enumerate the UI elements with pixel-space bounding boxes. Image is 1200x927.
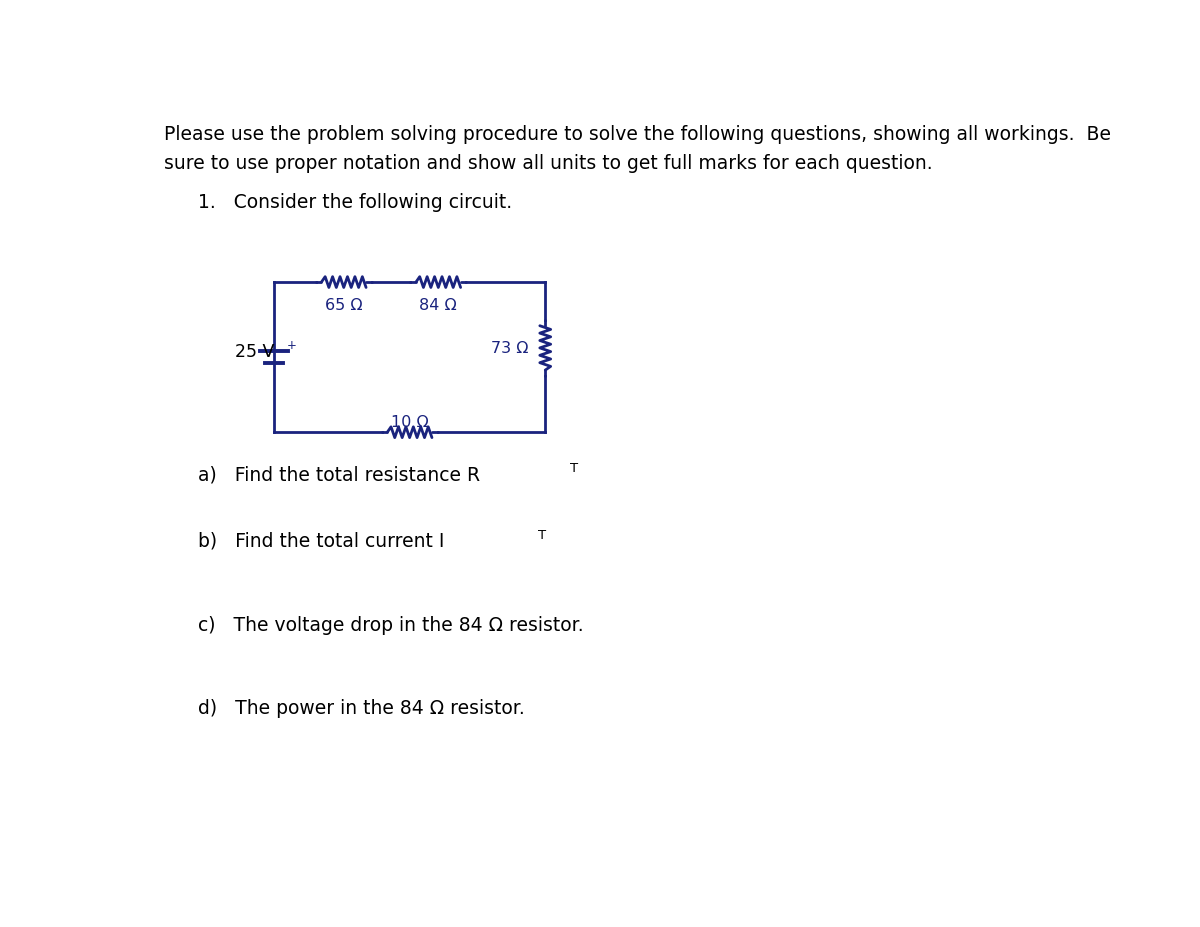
Text: T: T [570,462,578,475]
Text: 84 Ω: 84 Ω [420,298,457,312]
Text: sure to use proper notation and show all units to get full marks for each questi: sure to use proper notation and show all… [164,154,932,173]
Text: a)   Find the total resistance R: a) Find the total resistance R [198,465,480,484]
Text: c)   The voltage drop in the 84 Ω resistor.: c) The voltage drop in the 84 Ω resistor… [198,616,583,635]
Text: T: T [538,528,546,541]
Text: 25 V: 25 V [235,343,275,361]
Text: Please use the problem solving procedure to solve the following questions, showi: Please use the problem solving procedure… [164,125,1111,144]
Text: 65 Ω: 65 Ω [325,298,362,312]
Text: 1.   Consider the following circuit.: 1. Consider the following circuit. [198,193,512,211]
Text: 73 Ω: 73 Ω [491,341,528,356]
Text: +: + [287,338,296,351]
Text: b)   Find the total current I: b) Find the total current I [198,531,444,551]
Text: 10 Ω: 10 Ω [391,414,428,430]
Text: d)   The power in the 84 Ω resistor.: d) The power in the 84 Ω resistor. [198,698,524,717]
